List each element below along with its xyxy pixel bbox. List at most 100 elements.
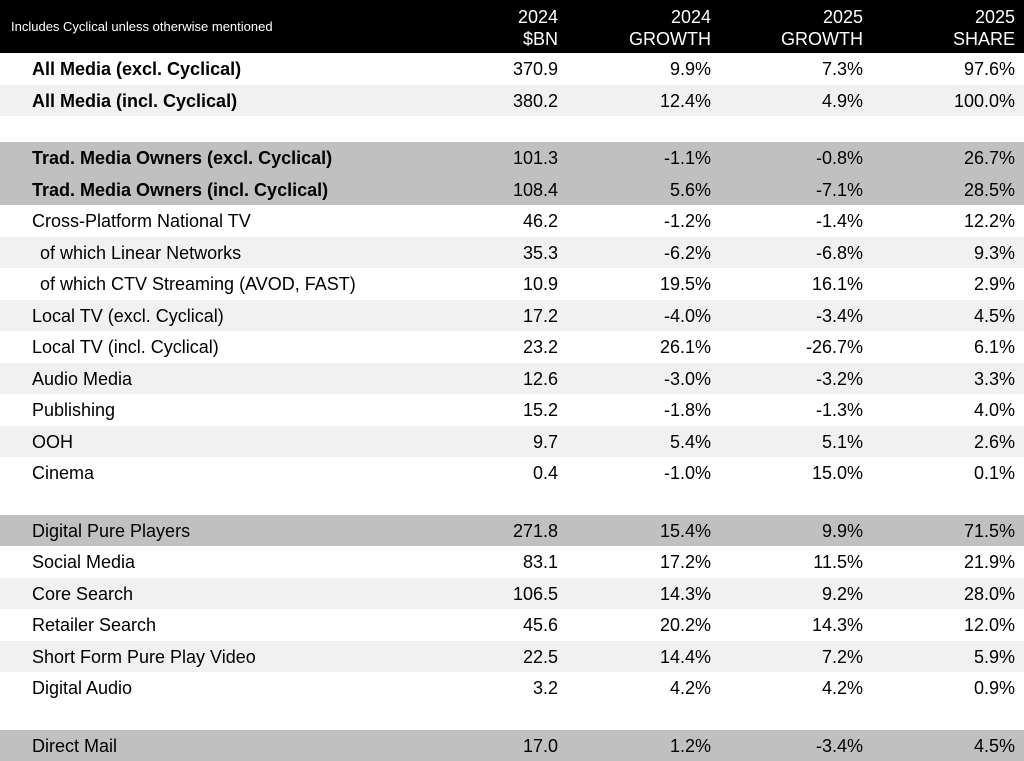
row-label: Social Media: [32, 552, 135, 573]
table-row: Audio Media 12.6 -3.0% -3.2% 3.3%: [0, 363, 1024, 395]
row-label: Trad. Media Owners (excl. Cyclical): [32, 148, 332, 169]
table-row: Publishing 15.2 -1.8% -1.3% 4.0%: [0, 394, 1024, 426]
value-2024-bn: 15.2: [523, 400, 558, 421]
value-2025-share: 21.9%: [964, 552, 1015, 573]
header-2024-bn: 2024 $BN: [518, 6, 558, 50]
value-2024-growth: 12.4%: [660, 91, 711, 112]
header-2025-growth: 2025 GROWTH: [781, 6, 863, 50]
value-2025-share: 0.9%: [974, 678, 1015, 699]
row-label: Trad. Media Owners (incl. Cyclical): [32, 180, 328, 201]
value-2024-growth: 9.9%: [670, 59, 711, 80]
value-2024-growth: 5.6%: [670, 180, 711, 201]
value-2024-bn: 108.4: [513, 180, 558, 201]
table-row: Short Form Pure Play Video 22.5 14.4% 7.…: [0, 641, 1024, 673]
table-row: Cinema 0.4 -1.0% 15.0% 0.1%: [0, 457, 1024, 489]
value-2025-growth: -1.4%: [816, 211, 863, 232]
value-2025-share: 12.0%: [964, 615, 1015, 636]
table-header: Includes Cyclical unless otherwise menti…: [0, 0, 1024, 53]
value-2024-growth: -1.8%: [664, 400, 711, 421]
value-2024-growth: -1.0%: [664, 463, 711, 484]
table-row: of which Linear Networks 35.3 -6.2% -6.8…: [0, 237, 1024, 269]
row-label: Digital Pure Players: [32, 521, 190, 542]
value-2024-growth: -1.2%: [664, 211, 711, 232]
value-2025-growth: 11.5%: [813, 552, 863, 573]
value-2025-share: 28.0%: [964, 584, 1015, 605]
table-row: Core Search 106.5 14.3% 9.2% 28.0%: [0, 578, 1024, 610]
value-2024-bn: 46.2: [523, 211, 558, 232]
table-row: Retailer Search 45.6 20.2% 14.3% 12.0%: [0, 609, 1024, 641]
table-row: Social Media 83.1 17.2% 11.5% 21.9%: [0, 546, 1024, 578]
value-2024-bn: 35.3: [523, 243, 558, 264]
value-2024-growth: -3.0%: [664, 369, 711, 390]
table-row: Cross-Platform National TV 46.2 -1.2% -1…: [0, 205, 1024, 237]
value-2025-growth: -1.3%: [816, 400, 863, 421]
value-2025-growth: -3.2%: [816, 369, 863, 390]
value-2025-growth: -7.1%: [816, 180, 863, 201]
table-row: Local TV (excl. Cyclical) 17.2 -4.0% -3.…: [0, 300, 1024, 332]
row-spacer: [0, 116, 1024, 142]
header-2025-share: 2025 SHARE: [953, 6, 1015, 50]
table-row: OOH 9.7 5.4% 5.1% 2.6%: [0, 426, 1024, 458]
value-2024-growth: 14.4%: [660, 647, 711, 668]
row-label: Digital Audio: [32, 678, 132, 699]
value-2024-growth: -4.0%: [664, 306, 711, 327]
value-2025-growth: -26.7%: [806, 337, 863, 358]
row-label: Cinema: [32, 463, 94, 484]
value-2024-bn: 380.2: [513, 91, 558, 112]
value-2025-growth: -6.8%: [816, 243, 863, 264]
row-spacer: [0, 489, 1024, 515]
value-2025-share: 26.7%: [964, 148, 1015, 169]
value-2025-share: 71.5%: [964, 521, 1015, 542]
value-2025-growth: 7.2%: [822, 647, 863, 668]
value-2025-growth: 14.3%: [812, 615, 863, 636]
header-note: Includes Cyclical unless otherwise menti…: [11, 19, 273, 34]
value-2025-share: 4.0%: [974, 400, 1015, 421]
value-2024-bn: 370.9: [513, 59, 558, 80]
table-row: Trad. Media Owners (excl. Cyclical) 101.…: [0, 142, 1024, 174]
row-spacer: [0, 704, 1024, 730]
value-2025-growth: 15.0%: [812, 463, 863, 484]
value-2024-bn: 271.8: [513, 521, 558, 542]
value-2024-growth: 17.2%: [660, 552, 711, 573]
value-2024-bn: 106.5: [513, 584, 558, 605]
value-2025-growth: 4.2%: [822, 678, 863, 699]
row-label: Core Search: [32, 584, 133, 605]
value-2025-growth: -3.4%: [816, 736, 863, 757]
value-2024-bn: 101.3: [513, 148, 558, 169]
value-2024-growth: 19.5%: [660, 274, 711, 295]
value-2024-growth: -6.2%: [664, 243, 711, 264]
value-2025-share: 100.0%: [954, 91, 1015, 112]
row-label: Direct Mail: [32, 736, 117, 757]
value-2024-bn: 10.9: [523, 274, 558, 295]
value-2024-bn: 0.4: [533, 463, 558, 484]
value-2024-bn: 9.7: [533, 432, 558, 453]
value-2025-growth: 5.1%: [822, 432, 863, 453]
row-label: Retailer Search: [32, 615, 156, 636]
value-2024-growth: 20.2%: [660, 615, 711, 636]
value-2024-growth: 14.3%: [660, 584, 711, 605]
row-label: Audio Media: [32, 369, 132, 390]
value-2025-growth: 16.1%: [812, 274, 863, 295]
value-2025-share: 97.6%: [964, 59, 1015, 80]
value-2024-bn: 3.2: [533, 678, 558, 699]
value-2024-bn: 12.6: [523, 369, 558, 390]
row-label: of which Linear Networks: [40, 243, 241, 264]
table-row: Digital Audio 3.2 4.2% 4.2% 0.9%: [0, 672, 1024, 704]
row-label: All Media (incl. Cyclical): [32, 91, 237, 112]
table-row: All Media (incl. Cyclical) 380.2 12.4% 4…: [0, 85, 1024, 117]
value-2025-growth: 7.3%: [822, 59, 863, 80]
value-2025-growth: 4.9%: [822, 91, 863, 112]
value-2025-share: 4.5%: [974, 306, 1015, 327]
table-row: of which CTV Streaming (AVOD, FAST) 10.9…: [0, 268, 1024, 300]
table-row: Local TV (incl. Cyclical) 23.2 26.1% -26…: [0, 331, 1024, 363]
value-2025-share: 28.5%: [964, 180, 1015, 201]
value-2025-share: 2.6%: [974, 432, 1015, 453]
value-2024-bn: 23.2: [523, 337, 558, 358]
header-2024-growth: 2024 GROWTH: [629, 6, 711, 50]
row-label: Local TV (excl. Cyclical): [32, 306, 224, 327]
value-2024-bn: 83.1: [523, 552, 558, 573]
value-2024-growth: 4.2%: [670, 678, 711, 699]
row-label: All Media (excl. Cyclical): [32, 59, 241, 80]
table-row: Trad. Media Owners (incl. Cyclical) 108.…: [0, 174, 1024, 206]
